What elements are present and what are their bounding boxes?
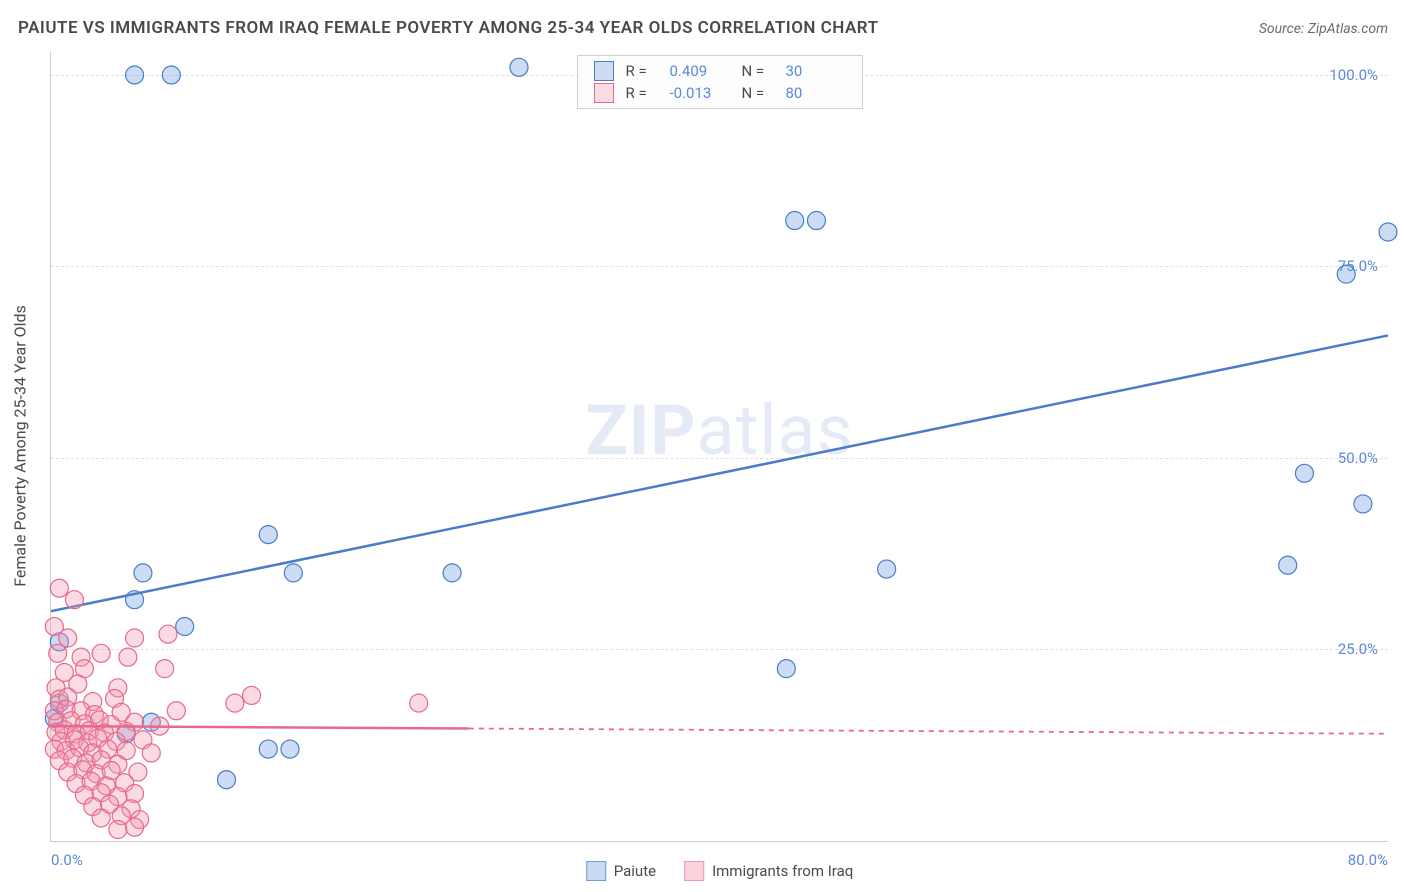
data-point xyxy=(109,821,127,839)
data-point xyxy=(1379,223,1397,241)
data-point xyxy=(1337,265,1355,283)
legend-n-label: N = xyxy=(742,62,774,80)
legend-swatch xyxy=(594,83,614,103)
data-point xyxy=(92,644,110,662)
data-point xyxy=(156,660,174,678)
legend-r-label: R = xyxy=(626,84,658,102)
x-tick-label: 80.0% xyxy=(1348,851,1388,869)
series-legend-label: Paiute xyxy=(614,862,656,880)
legend-n-value: 30 xyxy=(786,62,846,80)
data-point xyxy=(126,66,144,84)
regression-line-extrapolated xyxy=(469,728,1388,733)
legend-swatch xyxy=(684,861,704,881)
data-point xyxy=(410,694,428,712)
series-legend-label: Immigrants from Iraq xyxy=(712,862,853,880)
chart-header: PAIUTE VS IMMIGRANTS FROM IRAQ FEMALE PO… xyxy=(18,18,1388,38)
data-point xyxy=(878,560,896,578)
data-point xyxy=(807,212,825,230)
data-point xyxy=(92,809,110,827)
data-point xyxy=(284,564,302,582)
y-axis-label: Female Poverty Among 25-34 Year Olds xyxy=(11,305,30,587)
data-point xyxy=(510,58,528,76)
data-point xyxy=(777,660,795,678)
legend-r-label: R = xyxy=(626,62,658,80)
data-point xyxy=(786,212,804,230)
correlation-legend-row: R = -0.013 N = 80 xyxy=(594,82,846,104)
legend-n-value: 80 xyxy=(786,84,846,102)
data-point xyxy=(1295,464,1313,482)
data-point xyxy=(119,648,137,666)
correlation-legend: R = 0.409 N = 30 R = -0.013 N = 80 xyxy=(577,55,863,109)
data-point xyxy=(134,564,152,582)
data-point xyxy=(126,818,144,836)
data-point xyxy=(259,526,277,544)
legend-swatch xyxy=(586,861,606,881)
data-point xyxy=(1279,556,1297,574)
data-point xyxy=(59,629,77,647)
data-point xyxy=(176,618,194,636)
series-legend-item: Immigrants from Iraq xyxy=(684,861,853,881)
data-point xyxy=(142,744,160,762)
scatter-plot-svg xyxy=(51,52,1388,841)
data-point xyxy=(159,625,177,643)
data-point xyxy=(49,644,67,662)
data-point xyxy=(1354,495,1372,513)
regression-line xyxy=(51,335,1388,611)
legend-r-value: -0.013 xyxy=(670,84,730,102)
legend-swatch xyxy=(594,61,614,81)
data-point xyxy=(443,564,461,582)
data-point xyxy=(243,686,261,704)
series-legend-item: Paiute xyxy=(586,861,656,881)
series-legend: Paiute Immigrants from Iraq xyxy=(586,861,854,881)
correlation-legend-row: R = 0.409 N = 30 xyxy=(594,60,846,82)
chart-plot-area: ZIPatlas 25.0%50.0%75.0%100.0% R = 0.409… xyxy=(50,52,1388,842)
data-point xyxy=(167,702,185,720)
data-point xyxy=(65,591,83,609)
data-point xyxy=(259,740,277,758)
data-point xyxy=(226,694,244,712)
data-point xyxy=(126,629,144,647)
data-point xyxy=(162,66,180,84)
data-point xyxy=(281,740,299,758)
x-tick-label: 0.0% xyxy=(51,851,83,869)
chart-title: PAIUTE VS IMMIGRANTS FROM IRAQ FEMALE PO… xyxy=(18,18,879,38)
legend-r-value: 0.409 xyxy=(670,62,730,80)
data-point xyxy=(217,771,235,789)
legend-n-label: N = xyxy=(742,84,774,102)
data-point xyxy=(50,579,68,597)
chart-source: Source: ZipAtlas.com xyxy=(1259,21,1388,37)
